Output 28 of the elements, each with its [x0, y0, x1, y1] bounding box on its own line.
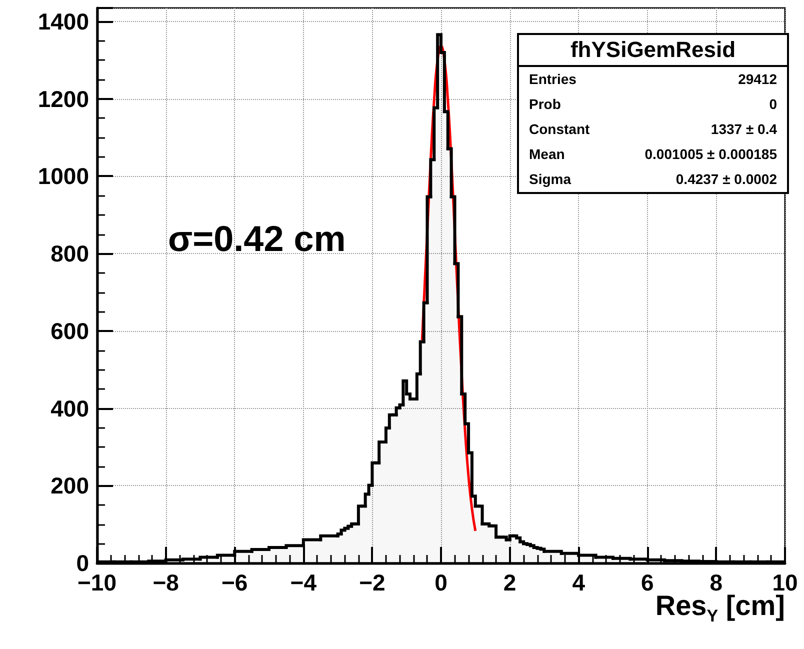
annotation: 29412: [738, 71, 777, 87]
annotation: σ=0.42 cm: [168, 218, 346, 260]
x-tick-label: 6: [641, 570, 654, 596]
y-tick-label: 1200: [38, 86, 89, 112]
y-tick-label: 1000: [38, 163, 89, 190]
annotation: 0.001005 ± 0.000185: [644, 146, 777, 162]
annotation: Entries: [529, 71, 576, 87]
annotation: Constant: [529, 121, 590, 137]
annotation: 0: [769, 96, 777, 112]
annotation: 1337 ± 0.4: [710, 121, 777, 137]
x-tick-label: −2: [359, 570, 386, 596]
x-tick-label: 4: [572, 570, 586, 596]
annotation: Sigma: [529, 171, 572, 187]
annotation: Prob: [529, 96, 561, 112]
y-tick-label: 0: [76, 550, 89, 576]
y-tick-label: 200: [50, 472, 89, 499]
x-tick-label: −6: [221, 570, 248, 596]
y-tick-label: 800: [50, 240, 89, 267]
y-tick-label: 400: [50, 395, 89, 422]
x-tick-label: −8: [152, 570, 180, 596]
annotation: fhYSiGemResid: [519, 35, 787, 67]
annotation: 0.4237 ± 0.0002: [676, 171, 777, 187]
x-tick-label: −4: [290, 570, 317, 596]
x-tick-label: 0: [434, 570, 448, 596]
y-tick-label: 600: [50, 318, 89, 344]
annotation: Mean: [529, 146, 565, 162]
x-tick-label: 2: [503, 570, 516, 596]
y-tick-label: 1400: [38, 8, 89, 35]
